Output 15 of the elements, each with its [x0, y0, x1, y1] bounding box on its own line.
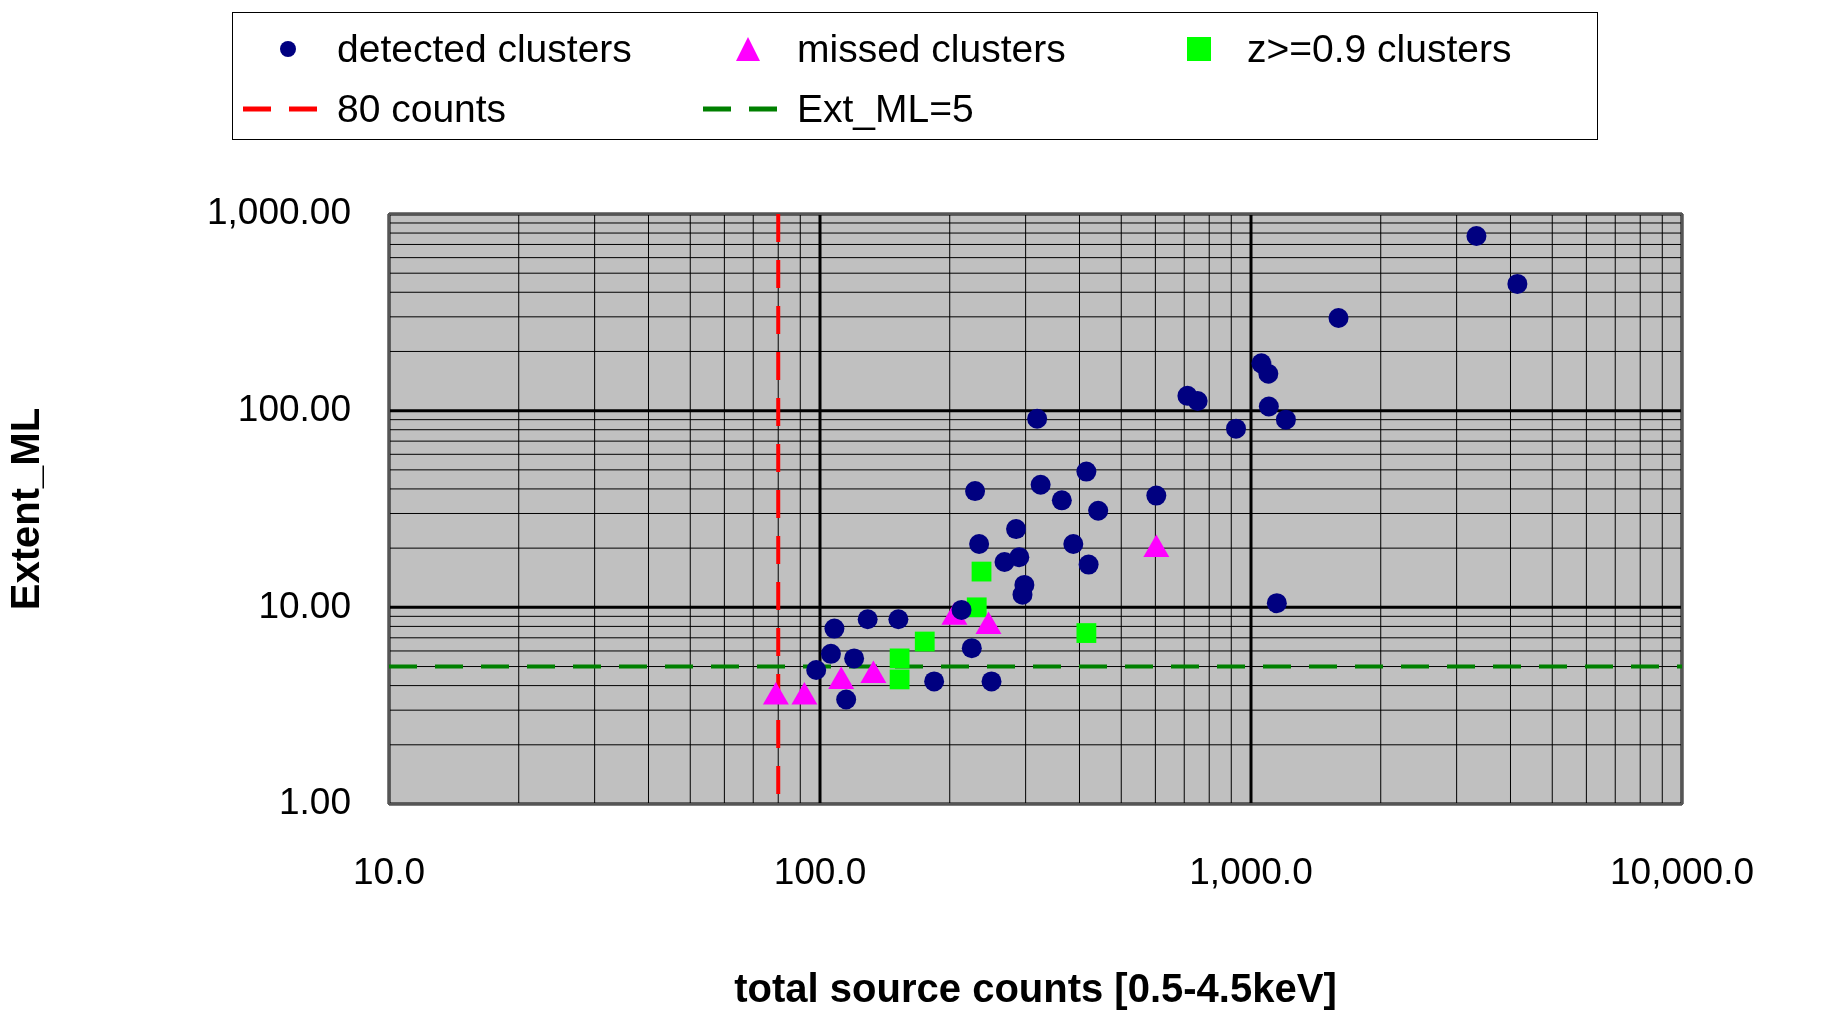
- y-axis-title: Extent_ML: [3, 407, 48, 611]
- x-axis-title: total source counts [0.5-4.5keV]: [734, 966, 1337, 1011]
- legend-label: z>=0.9 clusters: [1247, 27, 1512, 71]
- legend-label: 80 counts: [337, 87, 507, 131]
- y-tick-label: 100.00: [237, 387, 351, 429]
- x-tick-label: 10,000.0: [1609, 851, 1755, 893]
- legend-label: missed clusters: [797, 27, 1066, 71]
- legend-label: detected clusters: [337, 27, 632, 71]
- x-tick-label: 1,000.0: [1189, 851, 1313, 893]
- legend-label: Ext_ML=5: [797, 87, 974, 131]
- y-tick-label: 10.00: [258, 584, 351, 626]
- y-tick-label: 1,000.00: [206, 191, 351, 233]
- x-tick-label: 10.0: [352, 851, 426, 893]
- y-tick-label: 1.00: [278, 781, 351, 823]
- x-tick-label: 100.0: [773, 851, 867, 893]
